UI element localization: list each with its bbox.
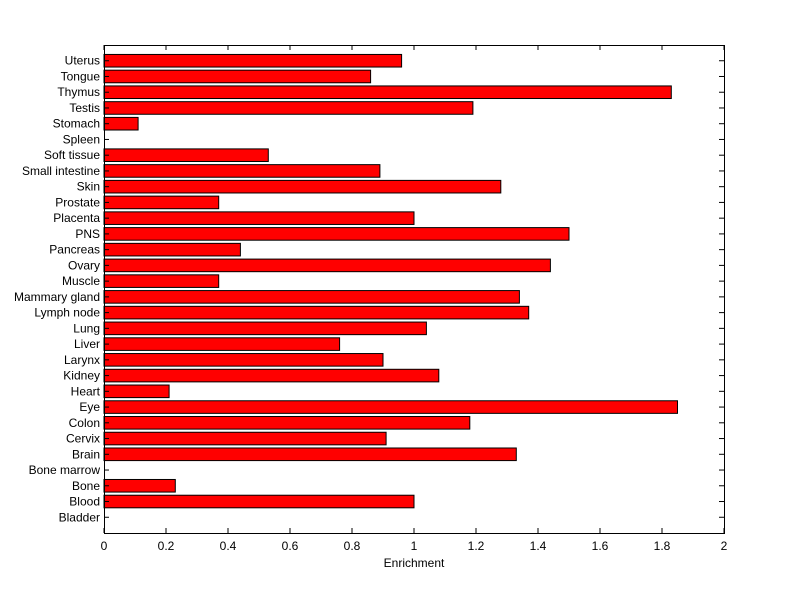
y-tick-label: Thymus	[57, 85, 100, 99]
bar-larynx	[103, 353, 384, 367]
bar-soft-tissue	[103, 148, 269, 162]
y-tick-label: Spleen	[63, 132, 100, 146]
x-tick-label: 0.4	[220, 539, 237, 553]
plot-frame	[104, 45, 725, 534]
y-tick-label: Soft tissue	[44, 148, 100, 162]
bar-skin	[103, 179, 502, 194]
x-tick-label: 1.8	[654, 539, 671, 553]
bar-kidney	[103, 368, 440, 383]
y-tick-label: Brain	[72, 447, 100, 461]
y-tick-label: Bone	[72, 479, 100, 493]
y-tick-label: PNS	[75, 227, 100, 241]
y-tick-label: Bladder	[59, 510, 100, 524]
y-tick-label: Prostate	[55, 195, 100, 209]
y-tick-label: Eye	[79, 400, 100, 414]
bar-mammary-gland	[103, 290, 520, 304]
bar-tongue	[103, 69, 372, 84]
y-tick-label: Tongue	[61, 69, 101, 83]
bar-lymph-node	[103, 305, 530, 320]
x-tick-label: 1	[411, 539, 418, 553]
bar-brain	[103, 447, 517, 462]
x-tick-label: 0.8	[344, 539, 361, 553]
bar-pancreas	[103, 242, 241, 257]
bar-lung	[103, 321, 427, 336]
bar-muscle	[103, 274, 220, 288]
y-tick-label: Lung	[73, 321, 100, 335]
bar-bone	[103, 478, 176, 493]
bar-uterus	[103, 53, 403, 68]
x-tick-label: 0	[101, 539, 108, 553]
y-tick-label: Lymph node	[34, 306, 100, 320]
bar-pns	[103, 227, 570, 241]
y-tick-label: Mammary gland	[14, 290, 100, 304]
y-tick-label: Cervix	[66, 432, 100, 446]
y-tick-label: Kidney	[63, 369, 100, 383]
bar-thymus	[103, 85, 672, 100]
y-tick-label: Uterus	[65, 54, 100, 68]
y-tick-label: Skin	[77, 180, 100, 194]
y-tick-label: Colon	[69, 416, 100, 430]
bars-group	[103, 53, 678, 509]
bar-liver	[103, 337, 341, 351]
y-tick-label: Muscle	[62, 274, 100, 288]
y-tick-label: Larynx	[64, 353, 100, 367]
x-tick-label: 0.6	[282, 539, 299, 553]
bar-stomach	[103, 116, 139, 131]
x-tick-label: 1.6	[592, 539, 609, 553]
bar-cervix	[103, 431, 387, 446]
y-tick-label: Ovary	[68, 258, 100, 272]
bar-prostate	[103, 195, 220, 210]
bar-ovary	[103, 258, 551, 273]
y-tick-label: Bone marrow	[29, 463, 101, 477]
bar-placenta	[103, 211, 415, 225]
y-tick-label: Testis	[69, 101, 100, 115]
bar-colon	[103, 416, 471, 430]
x-axis-title: Enrichment	[384, 556, 445, 570]
y-tick-label: Liver	[74, 337, 100, 351]
y-tick-label: Small intestine	[22, 164, 100, 178]
y-tick-label: Blood	[69, 495, 100, 509]
y-tick-label: Stomach	[53, 117, 100, 131]
x-tick-label: 1.4	[530, 539, 547, 553]
x-tick-label: 2	[721, 539, 728, 553]
x-tick-label: 1.2	[468, 539, 485, 553]
bar-testis	[103, 101, 474, 115]
bar-blood	[103, 494, 415, 509]
bar-small-intestine	[103, 164, 381, 178]
bar-heart	[103, 384, 170, 399]
x-tick-label: 0.2	[158, 539, 175, 553]
bar-eye	[103, 400, 678, 414]
y-tick-label: Heart	[71, 384, 101, 398]
y-tick-label: Pancreas	[49, 243, 100, 257]
y-tick-label: Placenta	[53, 211, 100, 225]
